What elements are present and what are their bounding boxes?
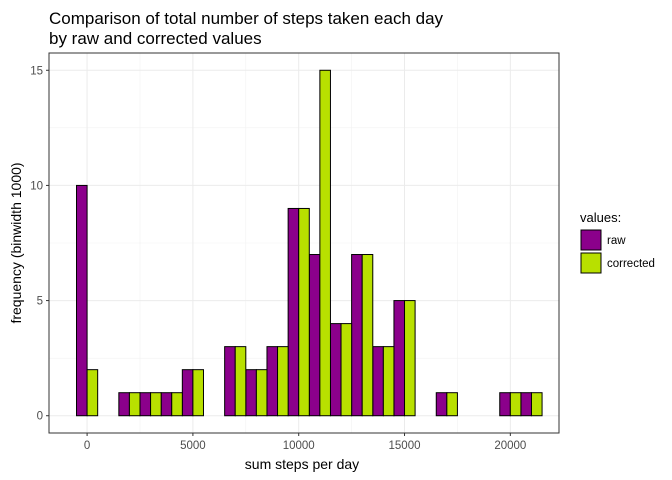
y-axis-title: frequency (binwidth 1000) bbox=[8, 162, 24, 323]
plot-area bbox=[48, 52, 560, 434]
bar-raw-2000 bbox=[118, 392, 130, 417]
bar-raw-10000 bbox=[287, 207, 300, 417]
bar-corrected-7000 bbox=[234, 346, 247, 417]
bar-corrected-0 bbox=[86, 369, 99, 417]
bar-corrected-4000 bbox=[171, 392, 183, 417]
legend-label-corrected: corrected bbox=[607, 258, 655, 270]
bar-raw-13000 bbox=[351, 254, 363, 417]
bar-raw-9000 bbox=[266, 346, 279, 417]
bar-corrected-5000 bbox=[192, 369, 204, 417]
bar-raw-17000 bbox=[435, 392, 448, 417]
y-axis-ticks: 0 5 10 15 bbox=[30, 65, 49, 423]
x-axis-title: sum steps per day bbox=[245, 456, 359, 472]
x-axis-ticks: 0 5000 10000 15000 20000 bbox=[84, 433, 526, 452]
bar-corrected-10000 bbox=[298, 207, 310, 417]
chart-title-line-2: by raw and corrected values bbox=[49, 29, 262, 48]
legend-title: values: bbox=[580, 210, 621, 225]
bar-corrected-15000 bbox=[404, 300, 416, 417]
bar-corrected-11000 bbox=[319, 69, 331, 417]
chart-title-line-1: Comparison of total number of steps take… bbox=[49, 9, 444, 28]
bar-corrected-17000 bbox=[446, 392, 458, 417]
legend: values: raw corrected bbox=[580, 210, 655, 274]
bar-raw-3000 bbox=[139, 392, 152, 417]
bar-raw-15000 bbox=[393, 300, 406, 417]
bar-corrected-21000 bbox=[530, 392, 543, 417]
y-tick-label: 10 bbox=[30, 180, 43, 192]
legend-key-corrected bbox=[580, 252, 602, 274]
bar-corrected-13000 bbox=[361, 254, 374, 417]
y-tick-label: 5 bbox=[37, 296, 43, 308]
x-tick-label: 15000 bbox=[389, 440, 421, 452]
bar-corrected-20000 bbox=[509, 392, 522, 417]
bar-raw-5000 bbox=[181, 369, 194, 417]
y-tick-label: 15 bbox=[30, 65, 43, 77]
legend-label-raw: raw bbox=[607, 235, 626, 247]
bar-raw-8000 bbox=[245, 369, 257, 417]
bar-raw-11000 bbox=[308, 254, 321, 417]
bar-corrected-8000 bbox=[255, 369, 268, 417]
x-tick-label: 5000 bbox=[180, 440, 206, 452]
bar-raw-20000 bbox=[499, 392, 511, 417]
bar-corrected-9000 bbox=[277, 346, 289, 417]
x-tick-label: 20000 bbox=[494, 440, 526, 452]
y-tick-label: 0 bbox=[37, 411, 43, 423]
bar-raw-12000 bbox=[329, 323, 342, 417]
plot-border bbox=[48, 52, 560, 434]
bar-raw-7000 bbox=[224, 346, 236, 417]
x-tick-label: 10000 bbox=[283, 440, 315, 452]
bar-corrected-3000 bbox=[150, 392, 162, 417]
bar-raw-21000 bbox=[520, 392, 532, 417]
bar-corrected-12000 bbox=[340, 323, 353, 417]
x-tick-label: 0 bbox=[84, 440, 90, 452]
bar-raw-0 bbox=[76, 184, 88, 417]
bar-raw-4000 bbox=[160, 392, 173, 417]
bar-corrected-14000 bbox=[382, 346, 395, 417]
legend-key-raw bbox=[580, 229, 602, 251]
bar-raw-14000 bbox=[372, 346, 384, 417]
bar-corrected-2000 bbox=[128, 392, 141, 417]
